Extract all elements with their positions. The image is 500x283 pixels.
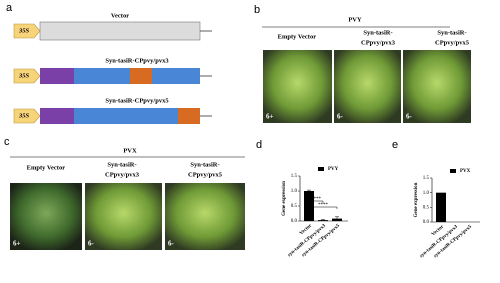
promoter-label: 35S [18, 72, 30, 79]
photo-label: 6+ [266, 113, 274, 121]
column-label: CPpvy/pvx5 [435, 39, 470, 46]
panel-label: c [4, 136, 10, 148]
error-bar [335, 216, 339, 221]
legend-swatch [318, 167, 324, 171]
y-tick-label: 0.5 [423, 205, 430, 210]
legend-label: PVX [460, 169, 471, 174]
bar [304, 191, 314, 221]
significance-label: **** [318, 203, 329, 208]
bar [436, 192, 446, 222]
panel-label: b [254, 4, 260, 16]
legend-label: PVY [328, 167, 339, 172]
column-label: Vector [298, 33, 316, 40]
y-axis-label: Gene expression [414, 182, 419, 217]
column-label: Syn-tasiR- [437, 29, 466, 36]
plant-photos [10, 26, 471, 250]
construct-label: Syn-tasiR-CPpvy/pvx5 [105, 97, 169, 104]
column-label: Vector [47, 164, 65, 171]
y-tick-label: 1.0 [423, 191, 430, 196]
significance-bracket [308, 206, 338, 209]
virus-label: PVX [123, 147, 137, 154]
panel-label: a [6, 2, 13, 14]
y-tick-label: 0.0 [423, 220, 430, 225]
y-tick-label: 0.5 [291, 204, 298, 209]
y-tick-label: 1.5 [423, 176, 430, 181]
y-tick-label: 0.0 [291, 219, 298, 224]
y-tick-label: 1.5 [291, 174, 298, 179]
legend-swatch [450, 169, 456, 173]
photo-label: 6- [337, 113, 344, 121]
construct-label: Syn-tasiR-CPpvy/pvx3 [105, 57, 169, 64]
promoter-label: 35S [18, 27, 30, 34]
virus-label: PVY [348, 16, 362, 23]
panel-label: d [256, 139, 262, 151]
significance-bracket [308, 200, 324, 203]
photo-label: 6+ [13, 240, 21, 248]
column-label: CPpvy/pvx3 [361, 39, 396, 46]
column-label: Syn-tasiR- [107, 161, 136, 168]
y-tick-label: 1.0 [291, 189, 298, 194]
significance-label: **** [311, 197, 322, 202]
photo-label: 6- [168, 240, 175, 248]
y-axis-label: Gene expression [282, 181, 287, 216]
panel-label: e [392, 139, 398, 151]
column-label: Syn-tasiR- [190, 161, 219, 168]
column-label: CPpvy/pvx3 [105, 171, 140, 178]
constructs [13, 21, 212, 124]
construct-label: Vector [111, 12, 129, 19]
column-label: Empty [27, 164, 47, 171]
photo-label: 6- [406, 113, 413, 121]
photo-label: 6- [88, 240, 95, 248]
promoter-label: 35S [18, 112, 30, 119]
error-bar [307, 189, 311, 193]
error-bar [321, 219, 325, 221]
column-label: Empty [278, 33, 298, 40]
column-label: CPpvy/pvx5 [188, 171, 223, 178]
column-label: Syn-tasiR- [363, 29, 392, 36]
